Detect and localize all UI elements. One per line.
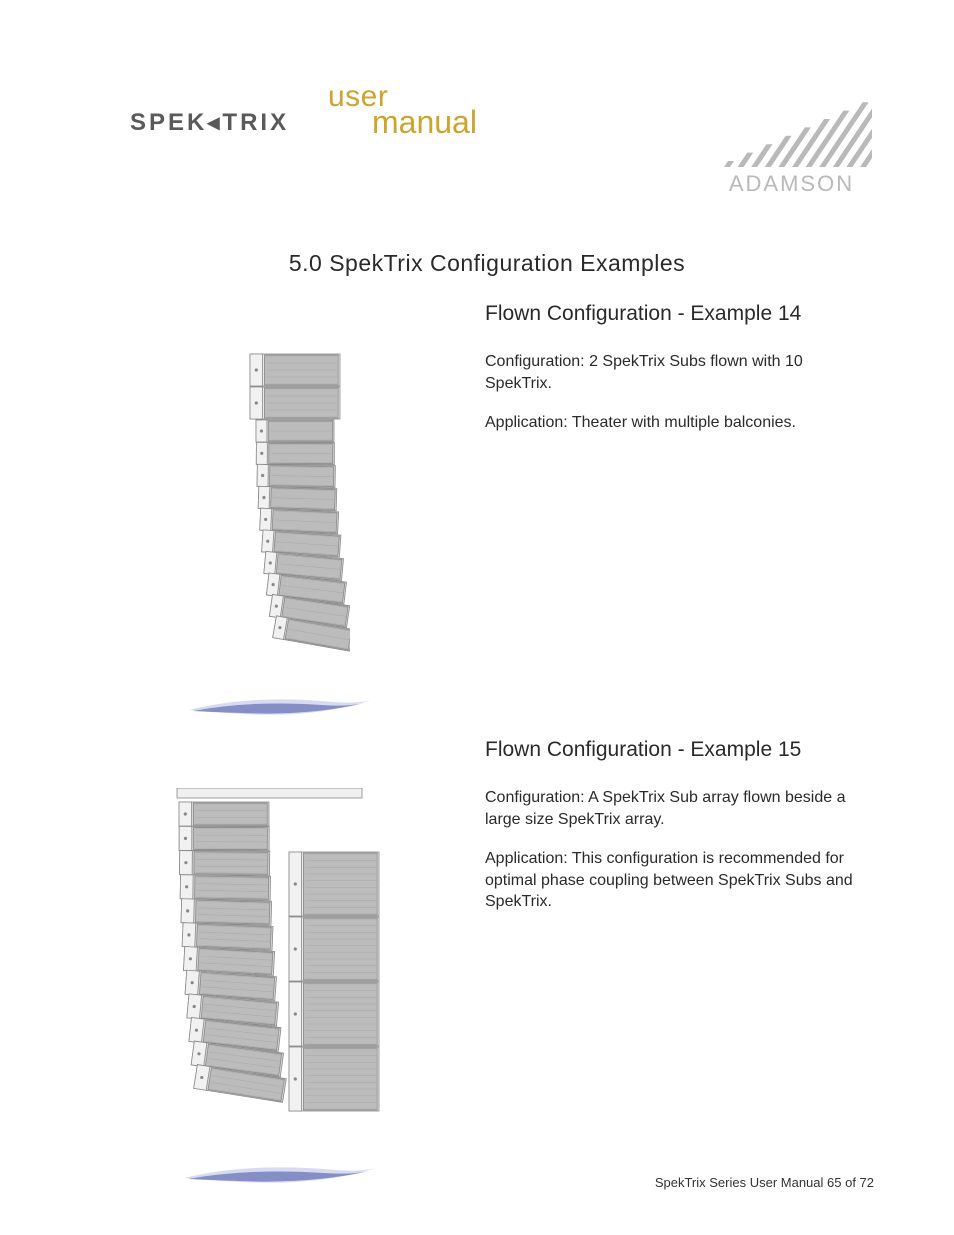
spektrix-wordmark: SPEK◂TRIX (130, 108, 289, 137)
example-14: Flown Configuration - Example 14 Configu… (100, 302, 874, 728)
line-array-15-icon (165, 788, 395, 1128)
spektrix-arrow-icon: ◂ (207, 108, 222, 137)
example-14-para1: Configuration: 2 SpekTrix Subs flown wit… (485, 351, 874, 394)
adamson-wordmark: ADAMSON (709, 171, 874, 197)
spektrix-word1: SPEK (130, 109, 207, 136)
example-14-heading: Flown Configuration - Example 14 (485, 302, 874, 326)
example-15-para2: Application: This configuration is recom… (485, 848, 874, 913)
page-footer: SpekTrix Series User Manual 65 of 72 (655, 1175, 874, 1190)
spektrix-word2: TRIX (222, 109, 289, 136)
ground-swoosh-icon (180, 1156, 380, 1191)
ground-swoosh-icon (185, 688, 375, 723)
spektrix-logo: user SPEK◂TRIX manual (130, 90, 490, 160)
example-14-text: Flown Configuration - Example 14 Configu… (460, 302, 874, 728)
spektrix-manual-word: manual (372, 104, 477, 141)
example-15-heading: Flown Configuration - Example 15 (485, 738, 874, 762)
adamson-triangle-icon (712, 75, 872, 173)
example-14-para2: Application: Theater with multiple balco… (485, 412, 874, 434)
example-15-text: Flown Configuration - Example 15 Configu… (460, 738, 874, 1196)
line-array-14-icon (210, 352, 350, 682)
example-15-figure (100, 738, 460, 1196)
example-14-figure (100, 302, 460, 728)
adamson-logo: ADAMSON (709, 75, 874, 215)
section-title: 5.0 SpekTrix Configuration Examples (100, 250, 874, 277)
example-15-para1: Configuration: A SpekTrix Sub array flow… (485, 787, 874, 830)
page-header: user SPEK◂TRIX manual ADAMSON (100, 90, 874, 230)
example-15: Flown Configuration - Example 15 Configu… (100, 738, 874, 1196)
